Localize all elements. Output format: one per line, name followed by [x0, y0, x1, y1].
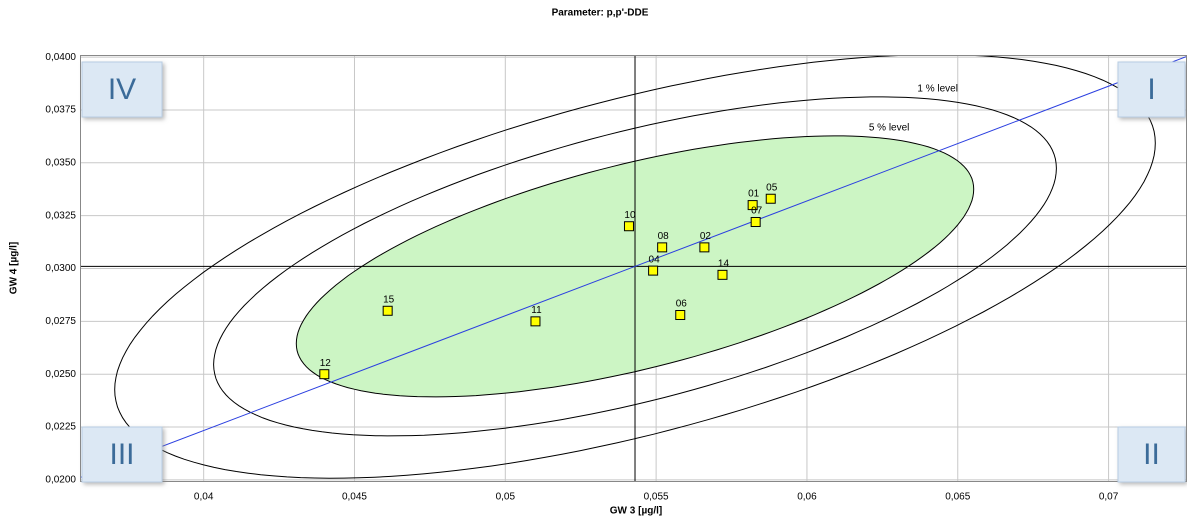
- point-label: 12: [320, 358, 332, 369]
- quadrant-label: III: [109, 438, 134, 471]
- quadrant-box: [81, 426, 163, 483]
- quadrant-box: [81, 61, 163, 118]
- point-label: 02: [700, 231, 712, 242]
- x-tick-label: 0,07: [1099, 492, 1119, 503]
- y-tick-label: 0,0275: [45, 316, 76, 327]
- y-tick-label: 0,0325: [45, 210, 76, 221]
- y-tick-label: 0,0225: [45, 422, 76, 433]
- quadrant-label: II: [1143, 438, 1160, 471]
- quadrant-box: [1117, 61, 1186, 118]
- data-point: [675, 310, 686, 321]
- x-tick-label: 0,05: [496, 492, 516, 503]
- ellipse-label: 0,1 % level: [971, 41, 1020, 52]
- data-point: [747, 200, 758, 211]
- plot-area: 0,1 % level 1 % level 5 % level 12 15 11 10 08 0…: [80, 41, 1187, 482]
- point-label: 15: [383, 294, 395, 305]
- quadrant-box: [1117, 426, 1186, 483]
- ellipse-label: 1 % level: [917, 84, 958, 95]
- data-point: [623, 221, 634, 232]
- y-tick-label: 0,0300: [45, 263, 76, 274]
- point-label: 07: [751, 206, 763, 217]
- data-point: [319, 369, 330, 380]
- data-point: [657, 242, 668, 253]
- x-tick-label: 0,045: [342, 492, 367, 503]
- confidence-ellipse: [213, 96, 1057, 437]
- point-label: 01: [748, 189, 760, 200]
- point-label: 10: [624, 210, 636, 221]
- y-tick-label: 0,0200: [45, 475, 76, 486]
- diagonal-line: [80, 55, 1187, 479]
- x-tick-label: 0,06: [797, 492, 817, 503]
- quadrant-label: IV: [108, 73, 136, 106]
- point-label: 05: [766, 182, 778, 193]
- data-point: [530, 316, 541, 327]
- data-point: [648, 265, 659, 276]
- data-point: [717, 269, 728, 280]
- data-point: [765, 193, 776, 204]
- chart-title: Parameter: p,p'-DDE: [552, 8, 649, 19]
- y-tick-label: 0,0375: [45, 105, 76, 116]
- y-tick-label: 0,0250: [45, 369, 76, 380]
- y-tick-label: 0,0400: [45, 52, 76, 63]
- point-label: 08: [658, 231, 670, 242]
- y-tick-label: 0,0350: [45, 157, 76, 168]
- quadrant-label: I: [1147, 73, 1155, 106]
- point-label: 14: [718, 258, 730, 269]
- point-label: 04: [649, 254, 661, 265]
- data-point: [382, 305, 393, 316]
- y-axis-label: GW 4 [µg/l]: [9, 242, 20, 294]
- point-label: 06: [676, 299, 688, 310]
- x-tick-label: 0,055: [644, 492, 669, 503]
- point-label: 11: [531, 305, 542, 316]
- x-axis-label: GW 3 [µg/l]: [610, 506, 662, 517]
- x-tick-label: 0,04: [194, 492, 214, 503]
- data-point: [750, 216, 761, 227]
- data-point: [699, 242, 710, 253]
- ellipse-label: 5 % level: [869, 123, 910, 134]
- x-tick-label: 0,065: [945, 492, 970, 503]
